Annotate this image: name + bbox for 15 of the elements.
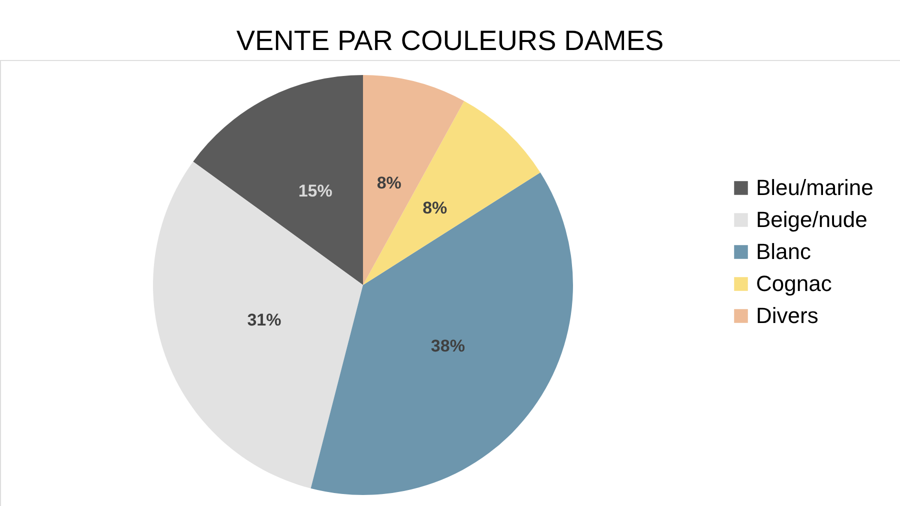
data-label: 8%: [376, 173, 402, 192]
data-label: 38%: [430, 336, 465, 356]
data-label: 8%: [422, 198, 448, 218]
legend-label: Blanc: [756, 239, 812, 264]
legend-label: Bleu/marine: [756, 175, 874, 200]
pie-slice: [193, 75, 363, 285]
chart-title: VENTE PAR COULEURS DAMES: [236, 25, 664, 56]
legend-label: Cognac: [756, 271, 832, 296]
pie-slice: [363, 75, 464, 285]
data-label: 15%: [298, 181, 332, 200]
pie-slice: [153, 162, 363, 488]
pie-slice: [363, 100, 540, 285]
data-label: 31%: [247, 310, 282, 330]
legend-label: Beige/nude: [756, 207, 868, 232]
legend-label: Divers: [756, 303, 818, 328]
